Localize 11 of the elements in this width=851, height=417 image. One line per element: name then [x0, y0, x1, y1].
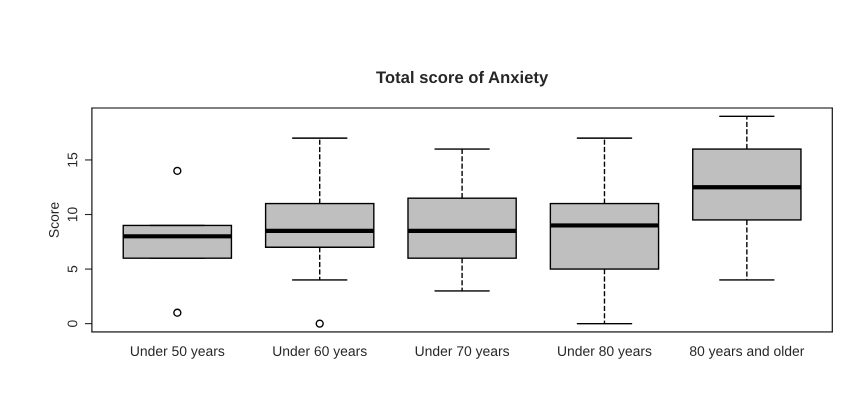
x-tick-label: 80 years and older: [690, 346, 804, 359]
y-tick-label: 15: [68, 152, 78, 167]
chart-title: Total score of Anxiety: [376, 70, 548, 86]
x-tick-label: Under 70 years: [416, 346, 510, 359]
x-tick-label: Under 60 years: [273, 346, 367, 359]
y-tick-label: 0: [68, 320, 78, 327]
y-tick-label: 10: [68, 207, 78, 222]
x-tick-label: Under 50 years: [130, 346, 224, 359]
y-tick-label: 5: [68, 266, 78, 272]
x-tick-label: Under 80 years: [558, 346, 652, 359]
y-axis-title: Score: [49, 202, 59, 238]
